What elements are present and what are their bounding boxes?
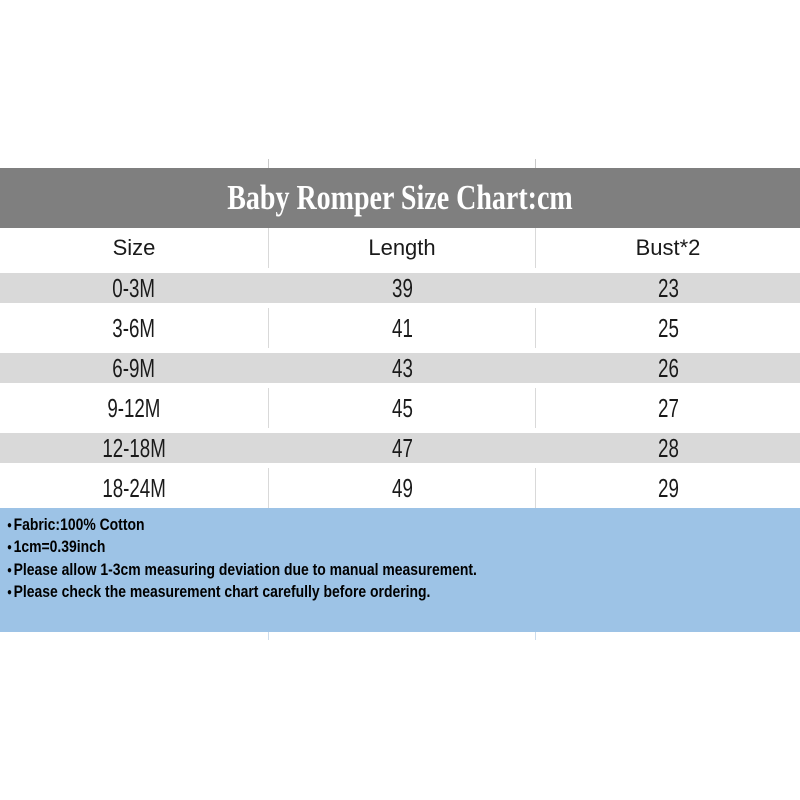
- bust-cell: 26: [535, 353, 800, 383]
- chart-title: Baby Romper Size Chart:cm: [227, 178, 573, 217]
- table-row: 3-6M 41 25: [0, 308, 800, 348]
- table-row: 9-12M 45 27: [0, 388, 800, 428]
- table-row: 12-18M 47 28: [0, 428, 800, 468]
- note-conversion: ●1cm=0.39inch: [7, 536, 657, 558]
- length-cell: 41: [268, 308, 535, 348]
- note-text: 1cm=0.39inch: [13, 537, 106, 557]
- column-header-size: Size: [112, 235, 156, 260]
- note-check-chart: ●Please check the measurement chart care…: [7, 581, 657, 603]
- column-header-length: Length: [268, 228, 535, 268]
- bust-cell: 23: [535, 273, 800, 303]
- note-text: Fabric:100% Cotton: [13, 515, 145, 534]
- gridline-stub: [535, 632, 536, 640]
- note-deviation: ●Please allow 1-3cm measuring deviation …: [7, 559, 657, 581]
- table-row: 0-3M 39 23: [0, 268, 800, 308]
- length-cell: 39: [268, 273, 535, 303]
- bust-cell: 29: [535, 468, 800, 508]
- length-cell: 43: [268, 353, 535, 383]
- note-text: Please check the measurement chart caref…: [13, 582, 431, 602]
- bullet-icon: ●: [7, 587, 12, 599]
- gridline-stub: [535, 159, 536, 168]
- bullet-icon: ●: [7, 542, 12, 554]
- gridline-stub: [268, 159, 269, 168]
- size-cell: 3-6M: [112, 312, 156, 343]
- size-table: Size Length Bust*2 0-3M 39 23 3-6M 41 25…: [0, 228, 800, 508]
- length-cell: 49: [268, 468, 535, 508]
- column-header-bust: Bust*2: [535, 228, 800, 268]
- size-cell: 9-12M: [107, 392, 161, 423]
- bust-cell: 28: [535, 433, 800, 463]
- notes-panel: ●Fabric:100% Cotton ●1cm=0.39inch ●Pleas…: [0, 508, 800, 632]
- chart-title-banner: Baby Romper Size Chart:cm: [0, 168, 800, 228]
- size-cell: 0-3M: [112, 272, 156, 303]
- note-text: Please allow 1-3cm measuring deviation d…: [13, 559, 477, 579]
- size-cell: 12-18M: [102, 432, 166, 463]
- length-cell: 45: [268, 388, 535, 428]
- bullet-icon: ●: [7, 564, 12, 576]
- length-cell: 47: [268, 433, 535, 463]
- size-cell: 18-24M: [102, 472, 166, 503]
- bust-cell: 27: [535, 388, 800, 428]
- bust-cell: 25: [535, 308, 800, 348]
- table-row: 18-24M 49 29: [0, 468, 800, 508]
- size-cell: 6-9M: [112, 352, 156, 383]
- table-header-row: Size Length Bust*2: [0, 228, 800, 268]
- gridline-stub: [268, 632, 269, 640]
- note-fabric: ●Fabric:100% Cotton: [7, 514, 657, 536]
- table-row: 6-9M 43 26: [0, 348, 800, 388]
- bullet-icon: ●: [7, 520, 12, 531]
